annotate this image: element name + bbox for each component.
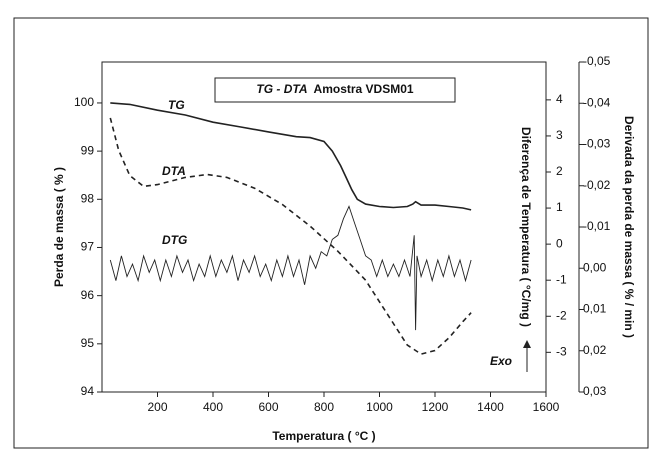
x-tick-label: 600 <box>258 400 278 414</box>
y2-tick-label: -1 <box>556 272 567 286</box>
series-line <box>109 117 472 355</box>
series-line <box>110 102 472 211</box>
series-label: DTG <box>162 233 187 247</box>
y3-tick-label: -0,02 <box>583 178 611 192</box>
y3-tick-label: -0,04 <box>583 95 611 109</box>
x-tick-label: 1400 <box>477 400 504 414</box>
y-tick-label: 96 <box>81 288 95 302</box>
y3-tick-label: 0,00 <box>583 260 607 274</box>
y2-tick-label: 0 <box>556 236 563 250</box>
x-axis-title: Temperatura ( °C ) <box>272 429 375 443</box>
y-tick-label: 99 <box>81 143 95 157</box>
y3-tick-label: -0,01 <box>583 219 611 233</box>
chart-title: TG - DTA Amostra VDSM01 <box>256 82 413 96</box>
exo-arrow-head <box>523 340 531 348</box>
y2-tick-label: -2 <box>556 308 567 322</box>
y-tick-label: 94 <box>81 384 95 398</box>
y-tick-label: 97 <box>81 240 95 254</box>
x-tick-label: 1200 <box>422 400 449 414</box>
x-tick-label: 800 <box>314 400 334 414</box>
y3-axis-title: Derivada da perda de massa ( % / min ) <box>622 116 636 338</box>
title-text: Amostra VDSM01 <box>314 82 414 96</box>
series-line <box>109 205 472 331</box>
y-axis-title: Perda de massa ( % ) <box>52 167 66 287</box>
y2-tick-label: 3 <box>556 128 563 142</box>
y3-tick-label: 0,03 <box>583 384 607 398</box>
y3-tick-label: 0,01 <box>583 302 607 316</box>
y2-tick-label: 4 <box>556 92 563 106</box>
y-tick-label: 98 <box>81 191 95 205</box>
x-tick-label: 200 <box>147 400 167 414</box>
y3-tick-label: 0,02 <box>583 343 607 357</box>
y-tick-label: 95 <box>81 336 95 350</box>
annotation: Exo <box>490 354 512 368</box>
y2-axis-title: Diferença de Temperatura ( °C/mg ) <box>519 127 533 327</box>
x-tick-label: 1000 <box>366 400 393 414</box>
y2-tick-label: 1 <box>556 200 563 214</box>
y3-tick-label: -0,05 <box>583 54 611 68</box>
frame <box>13 17 649 449</box>
x-tick-label: 400 <box>203 400 223 414</box>
y3-tick-label: -0,03 <box>583 137 611 151</box>
y2-tick-label: 2 <box>556 164 563 178</box>
series-label: TG <box>168 98 185 112</box>
series-label: DTA <box>162 164 186 178</box>
title-box <box>214 77 456 103</box>
title-emphasis: TG - DTA <box>256 82 307 96</box>
y2-tick-label: -3 <box>556 344 567 358</box>
x-tick-label: 1600 <box>533 400 560 414</box>
y-tick-label: 100 <box>74 95 94 109</box>
